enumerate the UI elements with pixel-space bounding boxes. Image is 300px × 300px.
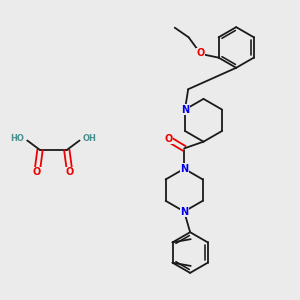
Text: N: N [180,206,188,217]
Text: N: N [181,105,189,115]
Text: HO: HO [10,134,24,142]
Text: OH: OH [83,134,97,142]
Text: O: O [196,48,205,58]
Text: O: O [164,134,172,144]
Text: O: O [33,167,41,177]
Text: O: O [66,167,74,177]
Text: N: N [180,164,188,174]
